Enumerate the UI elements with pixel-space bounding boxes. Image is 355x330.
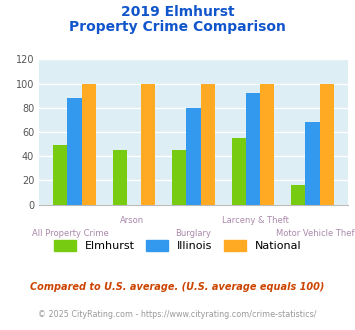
Text: Motor Vehicle Theft: Motor Vehicle Theft	[276, 229, 355, 238]
Bar	[82, 83, 96, 205]
Bar	[291, 185, 305, 205]
Legend: Elmhurst, Illinois, National: Elmhurst, Illinois, National	[50, 237, 305, 255]
Bar	[201, 83, 215, 205]
Text: All Property Crime: All Property Crime	[32, 229, 108, 238]
Bar	[231, 138, 246, 205]
Bar	[53, 145, 67, 205]
Bar	[305, 122, 320, 205]
Bar	[260, 83, 274, 205]
Text: Burglary: Burglary	[175, 229, 212, 238]
Text: Larceny & Theft: Larceny & Theft	[222, 216, 289, 225]
Bar	[186, 108, 201, 205]
Bar	[67, 98, 82, 205]
Text: Compared to U.S. average. (U.S. average equals 100): Compared to U.S. average. (U.S. average …	[30, 282, 325, 292]
Bar	[141, 83, 155, 205]
Bar	[172, 150, 186, 205]
Text: Property Crime Comparison: Property Crime Comparison	[69, 20, 286, 34]
Bar	[246, 93, 260, 205]
Text: Arson: Arson	[120, 216, 144, 225]
Text: © 2025 CityRating.com - https://www.cityrating.com/crime-statistics/: © 2025 CityRating.com - https://www.city…	[38, 310, 317, 319]
Bar	[113, 150, 127, 205]
Bar	[320, 83, 334, 205]
Text: 2019 Elmhurst: 2019 Elmhurst	[121, 5, 234, 19]
